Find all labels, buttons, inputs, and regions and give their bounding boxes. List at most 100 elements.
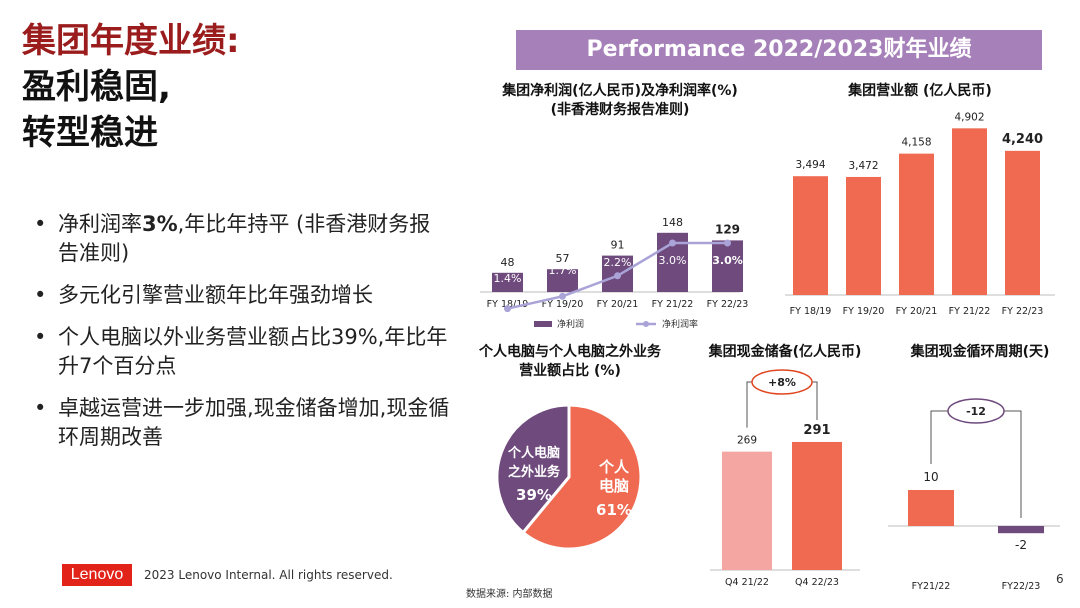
data-source-note: 数据来源: 内部数据 (466, 589, 553, 600)
bullet-item: 多元化引擎营业额年比年强劲增长 (30, 281, 450, 310)
bullet-text: 净利润率 (58, 212, 142, 236)
x-tick-label: Q4 21/22 (725, 577, 769, 588)
pie-title-line-2: 营业额占比 (%) (519, 363, 621, 379)
pie-slice-label: 个人 (598, 458, 630, 476)
bullet-item: 个人电脑以外业务营业额占比39%,年比年升7个百分点 (30, 323, 450, 381)
x-tick-label: FY 21/22 (949, 306, 991, 317)
bullet-text: 个人电脑以外业务营业额占比39%,年比年升7个百分点 (58, 325, 448, 378)
cash-reserve-bar (792, 441, 842, 570)
net-profit-title-line-1: 集团净利润(亿人民币)及净利润率(%) (502, 83, 738, 99)
net-profit-value-label: 48 (501, 256, 515, 269)
net-profit-bar (712, 240, 743, 292)
pie-slice-label: 之外业务 (508, 464, 561, 480)
net-margin-label: 3.0% (659, 254, 687, 267)
cash-cycle-bar (908, 490, 954, 526)
net-margin-label: 1.4% (494, 272, 522, 285)
x-tick-label: FY21/22 (912, 581, 951, 592)
revenue-bar (1005, 150, 1040, 295)
revenue-bar (952, 128, 987, 295)
bullet-text: ,年比年持平 (非香港财务报告准则) (58, 212, 431, 265)
revenue-bar (846, 176, 881, 295)
cash-reserve-value-label: 291 (803, 423, 830, 438)
revenue-value-label: 3,472 (848, 160, 878, 172)
page-number: 6 (1056, 572, 1064, 586)
change-badge-label: +8% (768, 376, 796, 389)
page-title: 集团年度业绩: 盈利稳固, 转型稳进 (22, 18, 240, 156)
net-margin-point (614, 272, 621, 280)
net-profit-value-label: 57 (556, 252, 570, 265)
cash-cycle-bar (998, 526, 1044, 534)
net-profit-value-label: 129 (715, 222, 740, 236)
title-line-1: 集团年度业绩: (22, 21, 240, 61)
change-badge (947, 398, 1005, 424)
x-tick-label: FY 22/23 (707, 299, 749, 310)
cash-reserve-chart-title: 集团现金储备(亿人民币) (708, 344, 862, 360)
cash-reserve-value-label: 269 (737, 435, 757, 447)
net-margin-point (559, 292, 566, 300)
pie-slice (495, 403, 571, 535)
title-line-3: 转型稳进 (22, 113, 158, 153)
net-profit-title-line-2: (非香港财务报告准则) (550, 102, 690, 118)
bullet-item: 卓越运营进一步加强,现金储备增加,现金循环周期改善 (30, 394, 450, 452)
net-margin-label: 2.2% (604, 256, 632, 269)
cash-cycle-chart-title: 集团现金循环周期(天) (910, 344, 1050, 360)
net-profit-value-label: 148 (662, 216, 683, 229)
bullet-text: 多元化引擎营业额年比年强劲增长 (58, 283, 373, 307)
cash-reserve-chart: 269 Q4 21/22 291 Q4 22/23 +8% (710, 369, 860, 588)
x-tick-label: Q4 22/23 (795, 577, 839, 588)
net-margin-point (669, 239, 676, 247)
performance-banner: Performance 2022/2023财年业绩 (516, 30, 1042, 70)
pie-title-line-1: 个人电脑与个人电脑之外业务 (479, 344, 661, 360)
title-line-2: 盈利稳固, (22, 67, 171, 107)
revenue-bar (899, 153, 934, 295)
x-tick-label: FY 19/20 (843, 306, 885, 317)
net-margin-label: 1.7% (549, 264, 577, 277)
legend-marker-net-margin (643, 321, 649, 327)
x-tick-label: FY22/23 (1002, 581, 1041, 592)
cash-cycle-value-label: 10 (923, 470, 938, 484)
pie-chart-title: 个人电脑与个人电脑之外业务 营业额占比 (%) (455, 343, 685, 381)
x-tick-label: FY 18/19 (487, 299, 529, 310)
cash-reserve-bar (722, 451, 772, 570)
change-badge-label: -12 (966, 405, 986, 418)
bullet-list: 净利润率3%,年比年持平 (非香港财务报告准则) 多元化引擎营业额年比年强劲增长… (30, 210, 450, 465)
revenue-value-label: 4,240 (1002, 132, 1043, 147)
x-tick-label: FY 22/23 (1002, 306, 1044, 317)
net-margin-point (504, 305, 511, 313)
revenue-value-label: 4,902 (954, 111, 984, 123)
net-profit-chart: 48 FY 18/19 57 FY 19/20 91 FY 20/21 148 FY 21/2… (480, 216, 748, 330)
cash-cycle-value-label: -2 (1015, 538, 1027, 552)
x-tick-label: FY 21/22 (652, 299, 694, 310)
x-tick-label: FY 20/21 (597, 299, 639, 310)
legend-label-net-margin: 净利润率 (662, 318, 698, 330)
cash-cycle-chart: 10 FY21/22 -2 FY22/23 -12 (888, 398, 1060, 592)
bullet-bold: 3% (142, 212, 178, 236)
revenue-value-label: 4,158 (901, 137, 931, 149)
legend-swatch-net-profit (534, 321, 552, 327)
x-tick-label: FY 18/19 (790, 306, 832, 317)
bullet-item: 净利润率3%,年比年持平 (非香港财务报告准则) (30, 210, 450, 268)
x-tick-label: FY 19/20 (542, 299, 584, 310)
pie-slice-value: 61% (596, 501, 632, 519)
revenue-bar (793, 176, 828, 295)
net-margin-point (724, 239, 731, 247)
net-profit-chart-title: 集团净利润(亿人民币)及净利润率(%) (非香港财务报告准则) (455, 82, 785, 120)
net-margin-label: 3.0% (712, 254, 743, 267)
net-profit-value-label: 91 (611, 239, 625, 252)
lenovo-logo: Lenovo (62, 564, 132, 586)
revenue-chart-title: 集团营业额 (亿人民币) (848, 83, 992, 99)
pie-slice-label: 个人电脑 (507, 445, 560, 461)
revenue-value-label: 3,494 (795, 159, 825, 171)
x-tick-label: FY 20/21 (896, 306, 938, 317)
pie-slice-value: 39% (516, 486, 552, 504)
pie-slice (520, 403, 643, 551)
bullet-text: 卓越运营进一步加强,现金储备增加,现金循环周期改善 (58, 396, 450, 449)
net-profit-bar (492, 272, 523, 292)
copyright-text: 2023 Lenovo Internal. All rights reserve… (144, 568, 393, 582)
change-badge (751, 369, 813, 395)
legend-label-net-profit: 净利润 (557, 318, 584, 330)
net-profit-bar (547, 269, 578, 292)
revenue-chart: 3,494 FY 18/19 3,472 FY 19/20 4,158 FY 20/21 4… (785, 111, 1055, 317)
